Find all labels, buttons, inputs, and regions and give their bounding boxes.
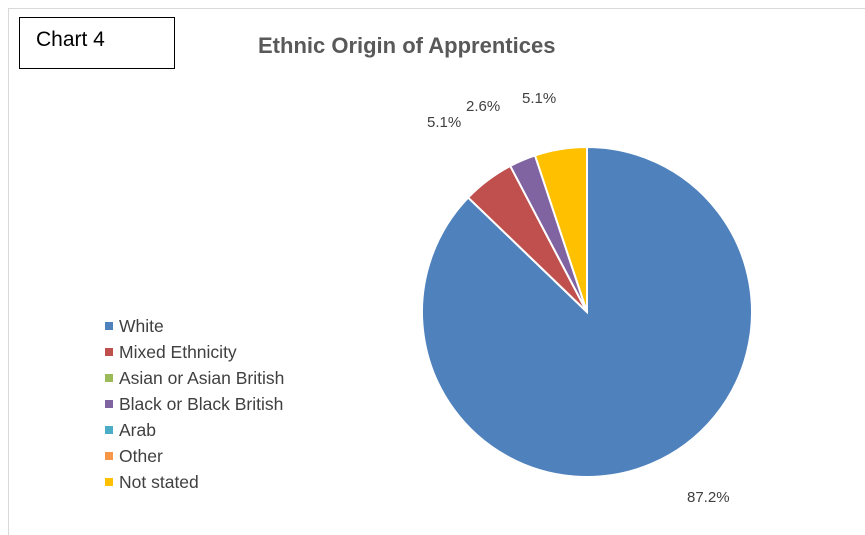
legend-label: White xyxy=(119,315,164,336)
legend-item: Other xyxy=(105,443,284,469)
legend-swatch xyxy=(105,452,113,460)
legend-item: Black or Black British xyxy=(105,391,284,417)
legend-swatch xyxy=(105,478,113,486)
legend-label: Black or Black British xyxy=(119,393,284,414)
legend-label: Not stated xyxy=(119,471,199,492)
legend-swatch xyxy=(105,426,113,434)
data-label-not-stated: 5.1% xyxy=(522,90,556,107)
legend-item: Mixed Ethnicity xyxy=(105,339,284,365)
chart-title: Ethnic Origin of Apprentices xyxy=(258,33,556,58)
chart-frame-top xyxy=(8,8,865,9)
legend-item: Arab xyxy=(105,417,284,443)
legend-item: Not stated xyxy=(105,469,284,495)
data-label-mixed-ethnicity: 5.1% xyxy=(427,114,461,131)
chart-frame-left xyxy=(8,8,9,535)
legend-label: Asian or Asian British xyxy=(119,367,285,388)
legend-swatch xyxy=(105,400,113,408)
chart-number-label: Chart 4 xyxy=(19,17,175,69)
legend-label: Mixed Ethnicity xyxy=(119,341,237,362)
data-label-white: 87.2% xyxy=(687,489,730,506)
legend: White Mixed Ethnicity Asian or Asian Briti… xyxy=(105,313,284,495)
legend-item: Asian or Asian British xyxy=(105,365,284,391)
data-label-black-or-black-british: 2.6% xyxy=(466,98,500,115)
legend-label: Other xyxy=(119,445,163,466)
legend-label: Arab xyxy=(119,419,156,440)
legend-swatch xyxy=(105,374,113,382)
legend-swatch xyxy=(105,348,113,356)
pie-slice-not-stated xyxy=(533,145,588,313)
legend-swatch xyxy=(105,322,113,330)
legend-item: White xyxy=(105,313,284,339)
